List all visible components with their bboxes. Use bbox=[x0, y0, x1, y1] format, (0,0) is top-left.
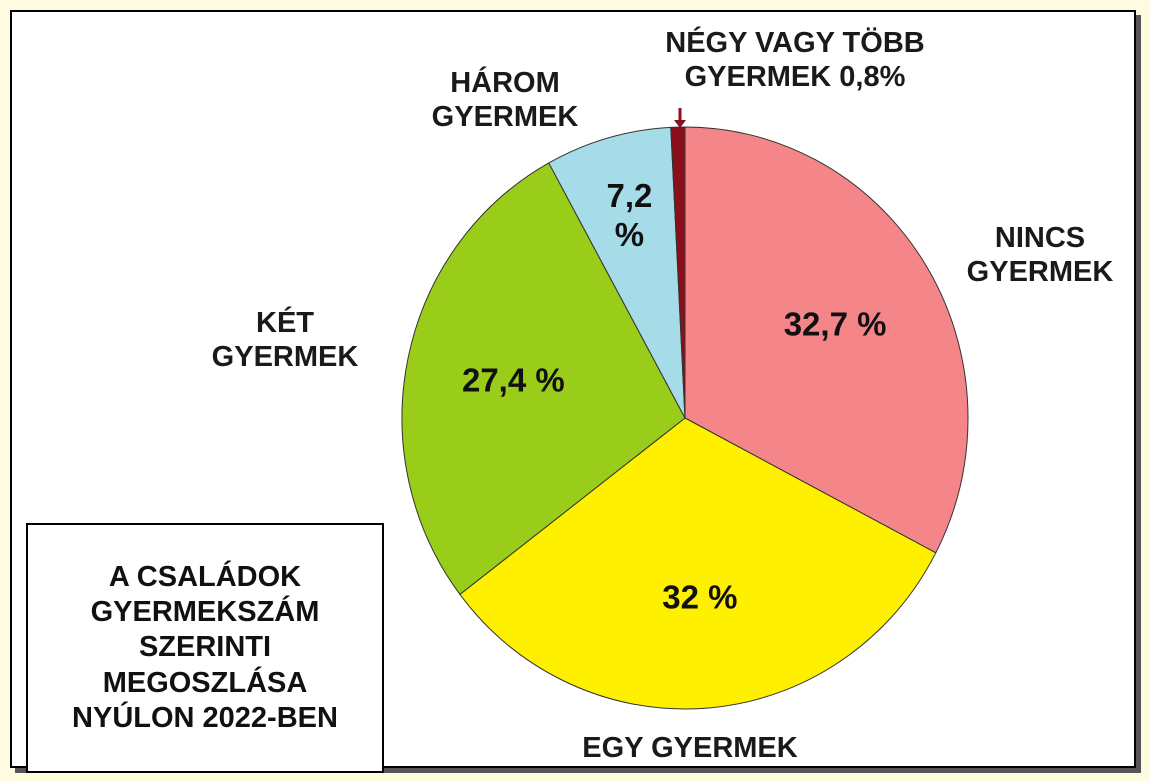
chart-title-line: NYÚLON 2022-BEN bbox=[72, 702, 338, 735]
callout-arrow-head bbox=[674, 120, 686, 128]
value-label: 27,4 % bbox=[461, 361, 565, 399]
value-label: 32,7 % bbox=[783, 305, 887, 343]
pie-slice bbox=[684, 126, 969, 554]
chart-title-line: SZERINTI bbox=[138, 631, 272, 664]
category-label: KÉT GYERMEK bbox=[185, 306, 385, 374]
pie-slice bbox=[459, 417, 937, 710]
category-name: NÉGY VAGY TÖBB GYERMEK bbox=[665, 26, 925, 93]
pie-slice bbox=[401, 162, 686, 596]
category-name: EGY GYERMEK bbox=[582, 731, 798, 764]
category-name: KÉT GYERMEK bbox=[211, 306, 359, 373]
category-label: NINCS GYERMEK bbox=[945, 221, 1135, 289]
value-label: 32 % bbox=[662, 578, 738, 616]
category-label: HÁROM GYERMEK bbox=[405, 66, 605, 134]
category-label: EGY GYERMEK bbox=[490, 731, 890, 765]
chart-title-line: GYERMEKSZÁM bbox=[90, 595, 320, 628]
pie-slice bbox=[548, 126, 686, 419]
category-label: NÉGY VAGY TÖBB GYERMEK 0,8% bbox=[605, 26, 985, 94]
category-name: NINCS GYERMEK bbox=[966, 221, 1114, 288]
chart-title-line: A CSALÁDOK bbox=[108, 560, 302, 593]
value-label: 7,2 % bbox=[606, 177, 653, 254]
title-box: A CSALÁDOK GYERMEKSZÁM SZERINTI MEGOSZLÁSA N… bbox=[26, 523, 384, 773]
chart-title-line: MEGOSZLÁSA bbox=[102, 666, 308, 699]
pie-slice bbox=[670, 126, 686, 419]
category-name: HÁROM GYERMEK bbox=[431, 66, 579, 133]
value-label: 0,8% bbox=[839, 61, 906, 93]
